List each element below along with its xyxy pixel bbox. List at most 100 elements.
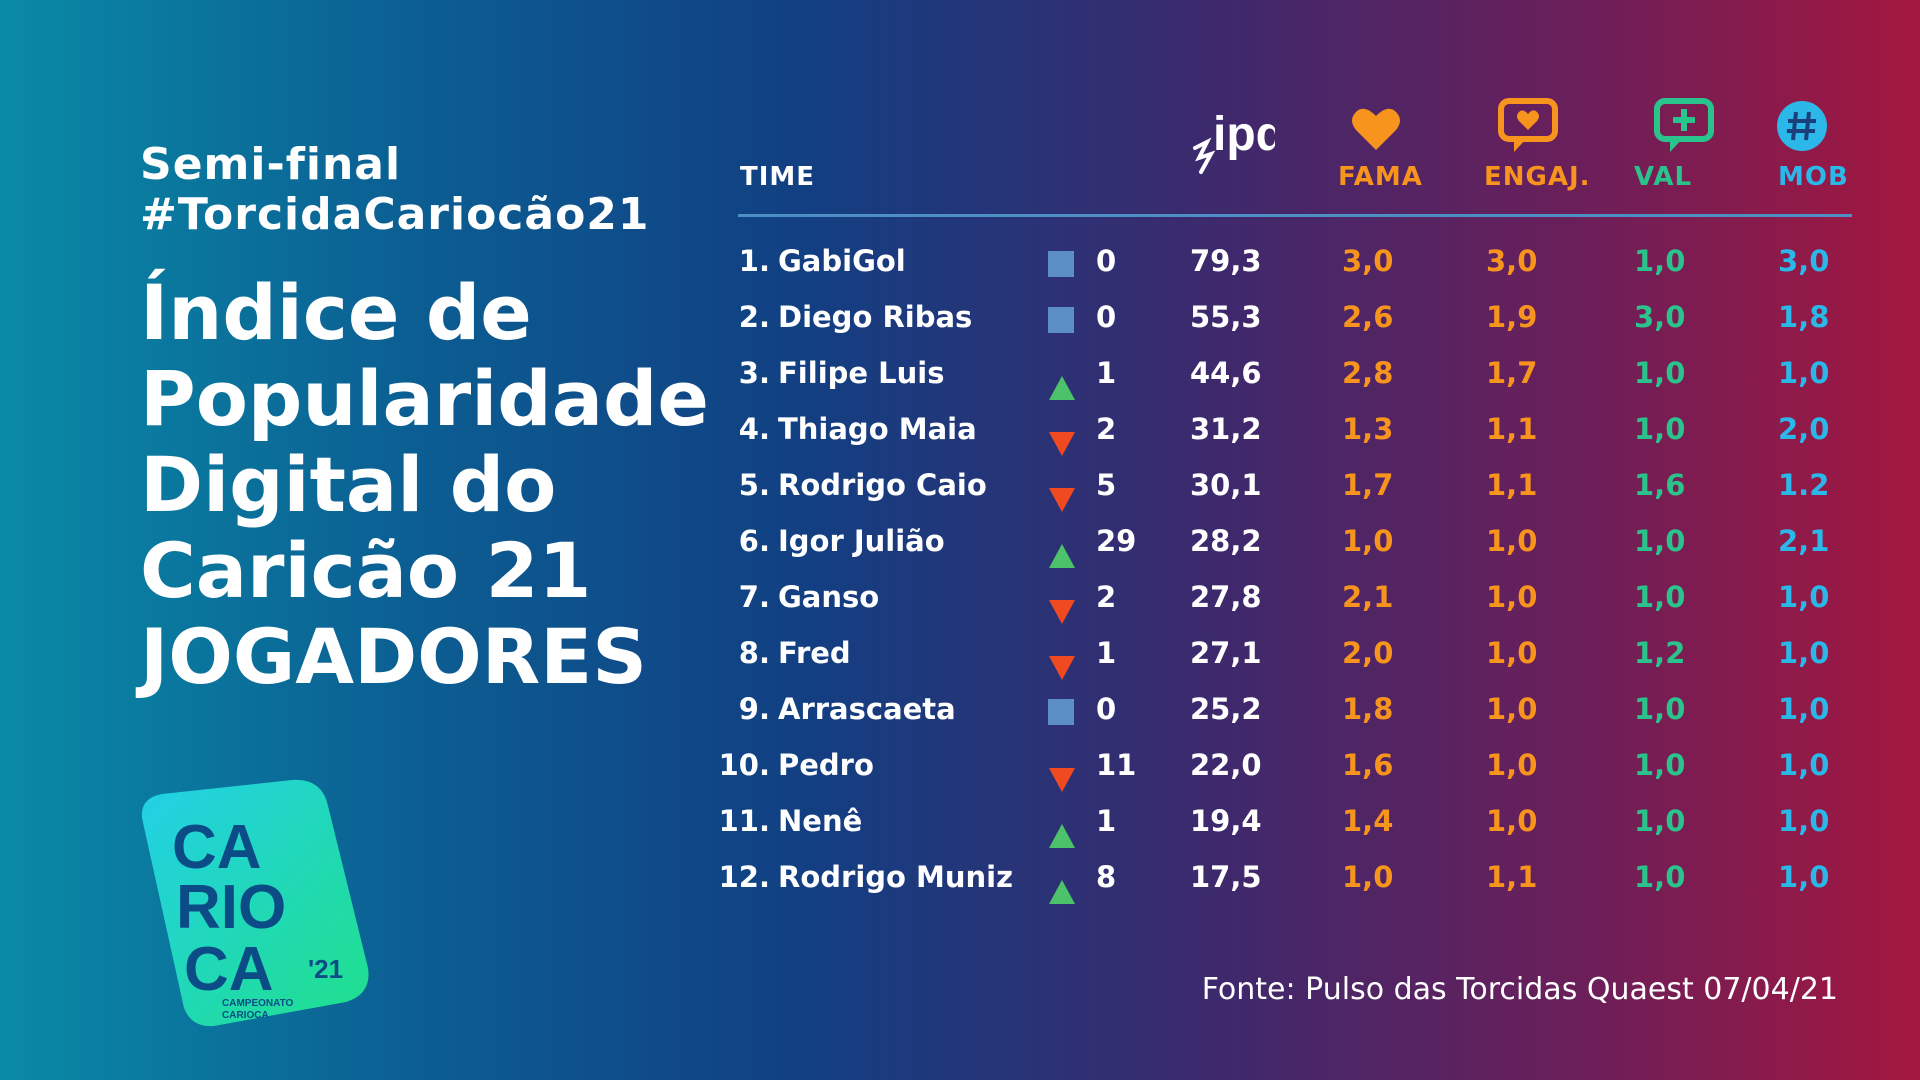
- logo-caption: CARIOCA: [222, 1010, 269, 1021]
- rank-cell: 1.: [738, 244, 770, 278]
- val-value-cell: 1,0: [1634, 412, 1686, 446]
- player-name-cell: Ganso: [778, 580, 880, 614]
- engaj-value-cell: 1,1: [1486, 412, 1538, 446]
- title-line: Popularidade: [140, 354, 709, 443]
- rank-cell: 7.: [738, 580, 770, 614]
- engaj-value-cell: 1,0: [1486, 692, 1538, 726]
- player-name-cell: Rodrigo Caio: [778, 468, 987, 502]
- ipd-value-cell: 19,4: [1190, 804, 1262, 838]
- rank-cell: 11.: [718, 804, 770, 838]
- player-name-cell: Diego Ribas: [778, 300, 973, 334]
- triangle-down-shape: [1049, 488, 1075, 512]
- position-change-cell: 29: [1096, 524, 1137, 558]
- table-row: 11. Nenê 1 19,4 1,4 1,0 1,0 1,0: [710, 793, 1870, 849]
- fama-value-cell: 1,0: [1342, 860, 1394, 894]
- subtitle-semifinal: Semi-final: [140, 139, 402, 190]
- chat-plus-icon: [1654, 98, 1714, 158]
- title-line: Caricão 21: [140, 526, 592, 615]
- logo-caption: CAMPEONATO: [222, 998, 294, 1009]
- engaj-value-cell: 1,1: [1486, 468, 1538, 502]
- triangle-down-shape: [1049, 600, 1075, 624]
- fama-value-cell: 1,4: [1342, 804, 1394, 838]
- triangle-down-icon: [1048, 475, 1075, 512]
- table-row: 9. Arrascaeta 0 25,2 1,8 1,0 1,0 1,0: [710, 681, 1870, 737]
- logo-text-line: CA: [184, 935, 274, 1004]
- fama-value-cell: 1,0: [1342, 524, 1394, 558]
- col-engaj-label: ENGAJ.: [1484, 162, 1591, 192]
- table-header: TIME ipd FAMA ENGAJ.: [710, 90, 1870, 217]
- val-value-cell: 1,6: [1634, 468, 1686, 502]
- rank-cell: 3.: [738, 356, 770, 390]
- position-change-cell: 1: [1096, 636, 1117, 670]
- triangle-down-shape: [1049, 432, 1075, 456]
- ipd-value-cell: 27,8: [1190, 580, 1262, 614]
- triangle-down-icon: [1048, 587, 1075, 624]
- table-body: 1. GabiGol 0 79,3 3,0 3,0 1,0 3,0 2. Diego Ribas 0…: [710, 233, 1870, 905]
- position-change-cell: 5: [1096, 468, 1117, 502]
- position-change-cell: 8: [1096, 860, 1117, 894]
- mob-value-cell: 1,0: [1778, 356, 1830, 390]
- engaj-value-cell: 1,0: [1486, 636, 1538, 670]
- engaj-value-cell: 1,0: [1486, 524, 1538, 558]
- player-name-cell: GabiGol: [778, 244, 906, 278]
- triangle-down-icon: [1048, 643, 1075, 680]
- fama-value-cell: 2,6: [1342, 300, 1394, 334]
- title-line: Índice de: [140, 268, 532, 357]
- ipd-logo: ipd: [1185, 106, 1285, 190]
- fama-value-cell: 1,6: [1342, 748, 1394, 782]
- engaj-value-cell: 1,0: [1486, 580, 1538, 614]
- fama-value-cell: 3,0: [1342, 244, 1394, 278]
- table-row: 7. Ganso 2 27,8 2,1 1,0 1,0 1,0: [710, 569, 1870, 625]
- mob-value-cell: 1.2: [1778, 468, 1830, 502]
- engaj-value-cell: 1,7: [1486, 356, 1538, 390]
- triangle-up-shape: [1049, 544, 1075, 568]
- title-panel: Semi-final #TorcidaCariocão21 Índice de …: [140, 139, 709, 700]
- engaj-value-cell: 1,0: [1486, 804, 1538, 838]
- val-value-cell: 1,0: [1634, 356, 1686, 390]
- position-change-cell: 2: [1096, 412, 1117, 446]
- unchanged-square-icon: [1048, 307, 1074, 333]
- table-row: 4. Thiago Maia 2 31,2 1,3 1,1 1,0 2,0: [710, 401, 1870, 457]
- unchanged-square-shape: [1048, 307, 1074, 333]
- mob-value-cell: 3,0: [1778, 244, 1830, 278]
- triangle-up-icon: [1048, 531, 1075, 568]
- fama-value-cell: 2,8: [1342, 356, 1394, 390]
- mob-value-cell: 1,0: [1778, 860, 1830, 894]
- mob-value-cell: 1,0: [1778, 804, 1830, 838]
- engaj-value-cell: 3,0: [1486, 244, 1538, 278]
- val-value-cell: 1,2: [1634, 636, 1686, 670]
- ipd-value-cell: 27,1: [1190, 636, 1262, 670]
- table-row: 10. Pedro 11 22,0 1,6 1,0 1,0 1,0: [710, 737, 1870, 793]
- col-time-label: TIME: [740, 162, 816, 192]
- rank-cell: 4.: [738, 412, 770, 446]
- ipd-value-cell: 17,5: [1190, 860, 1262, 894]
- mob-value-cell: 1,0: [1778, 748, 1830, 782]
- subtitle-hashtag: #TorcidaCariocão21: [140, 189, 650, 240]
- heart-icon: [1350, 106, 1402, 158]
- triangle-up-icon: [1048, 811, 1075, 848]
- logo-text-line: RIO: [176, 873, 286, 942]
- triangle-up-icon: [1048, 867, 1075, 904]
- ipd-value-cell: 22,0: [1190, 748, 1262, 782]
- unchanged-square-shape: [1048, 251, 1074, 277]
- position-change-cell: 11: [1096, 748, 1137, 782]
- chat-heart-icon: [1498, 98, 1558, 158]
- fama-value-cell: 1,8: [1342, 692, 1394, 726]
- hashtag-icon: [1776, 100, 1828, 156]
- engaj-value-cell: 1,0: [1486, 748, 1538, 782]
- ipd-value-cell: 55,3: [1190, 300, 1262, 334]
- table-row: 8. Fred 1 27,1 2,0 1,0 1,2 1,0: [710, 625, 1870, 681]
- position-change-cell: 2: [1096, 580, 1117, 614]
- table-row: 12. Rodrigo Muniz 8 17,5 1,0 1,1 1,0 1,0: [710, 849, 1870, 905]
- mob-value-cell: 2,0: [1778, 412, 1830, 446]
- fama-value-cell: 1,3: [1342, 412, 1394, 446]
- ipd-value-cell: 28,2: [1190, 524, 1262, 558]
- val-value-cell: 1,0: [1634, 244, 1686, 278]
- player-name-cell: Arrascaeta: [778, 692, 956, 726]
- position-change-cell: 0: [1096, 300, 1117, 334]
- carioca-logo: CA RIO CA '21 CAMPEONATO CARIOCA: [141, 779, 369, 1027]
- mob-value-cell: 1,0: [1778, 692, 1830, 726]
- logo-text-line: CA: [172, 813, 262, 882]
- col-val-label: VAL: [1634, 162, 1693, 192]
- mob-value-cell: 2,1: [1778, 524, 1830, 558]
